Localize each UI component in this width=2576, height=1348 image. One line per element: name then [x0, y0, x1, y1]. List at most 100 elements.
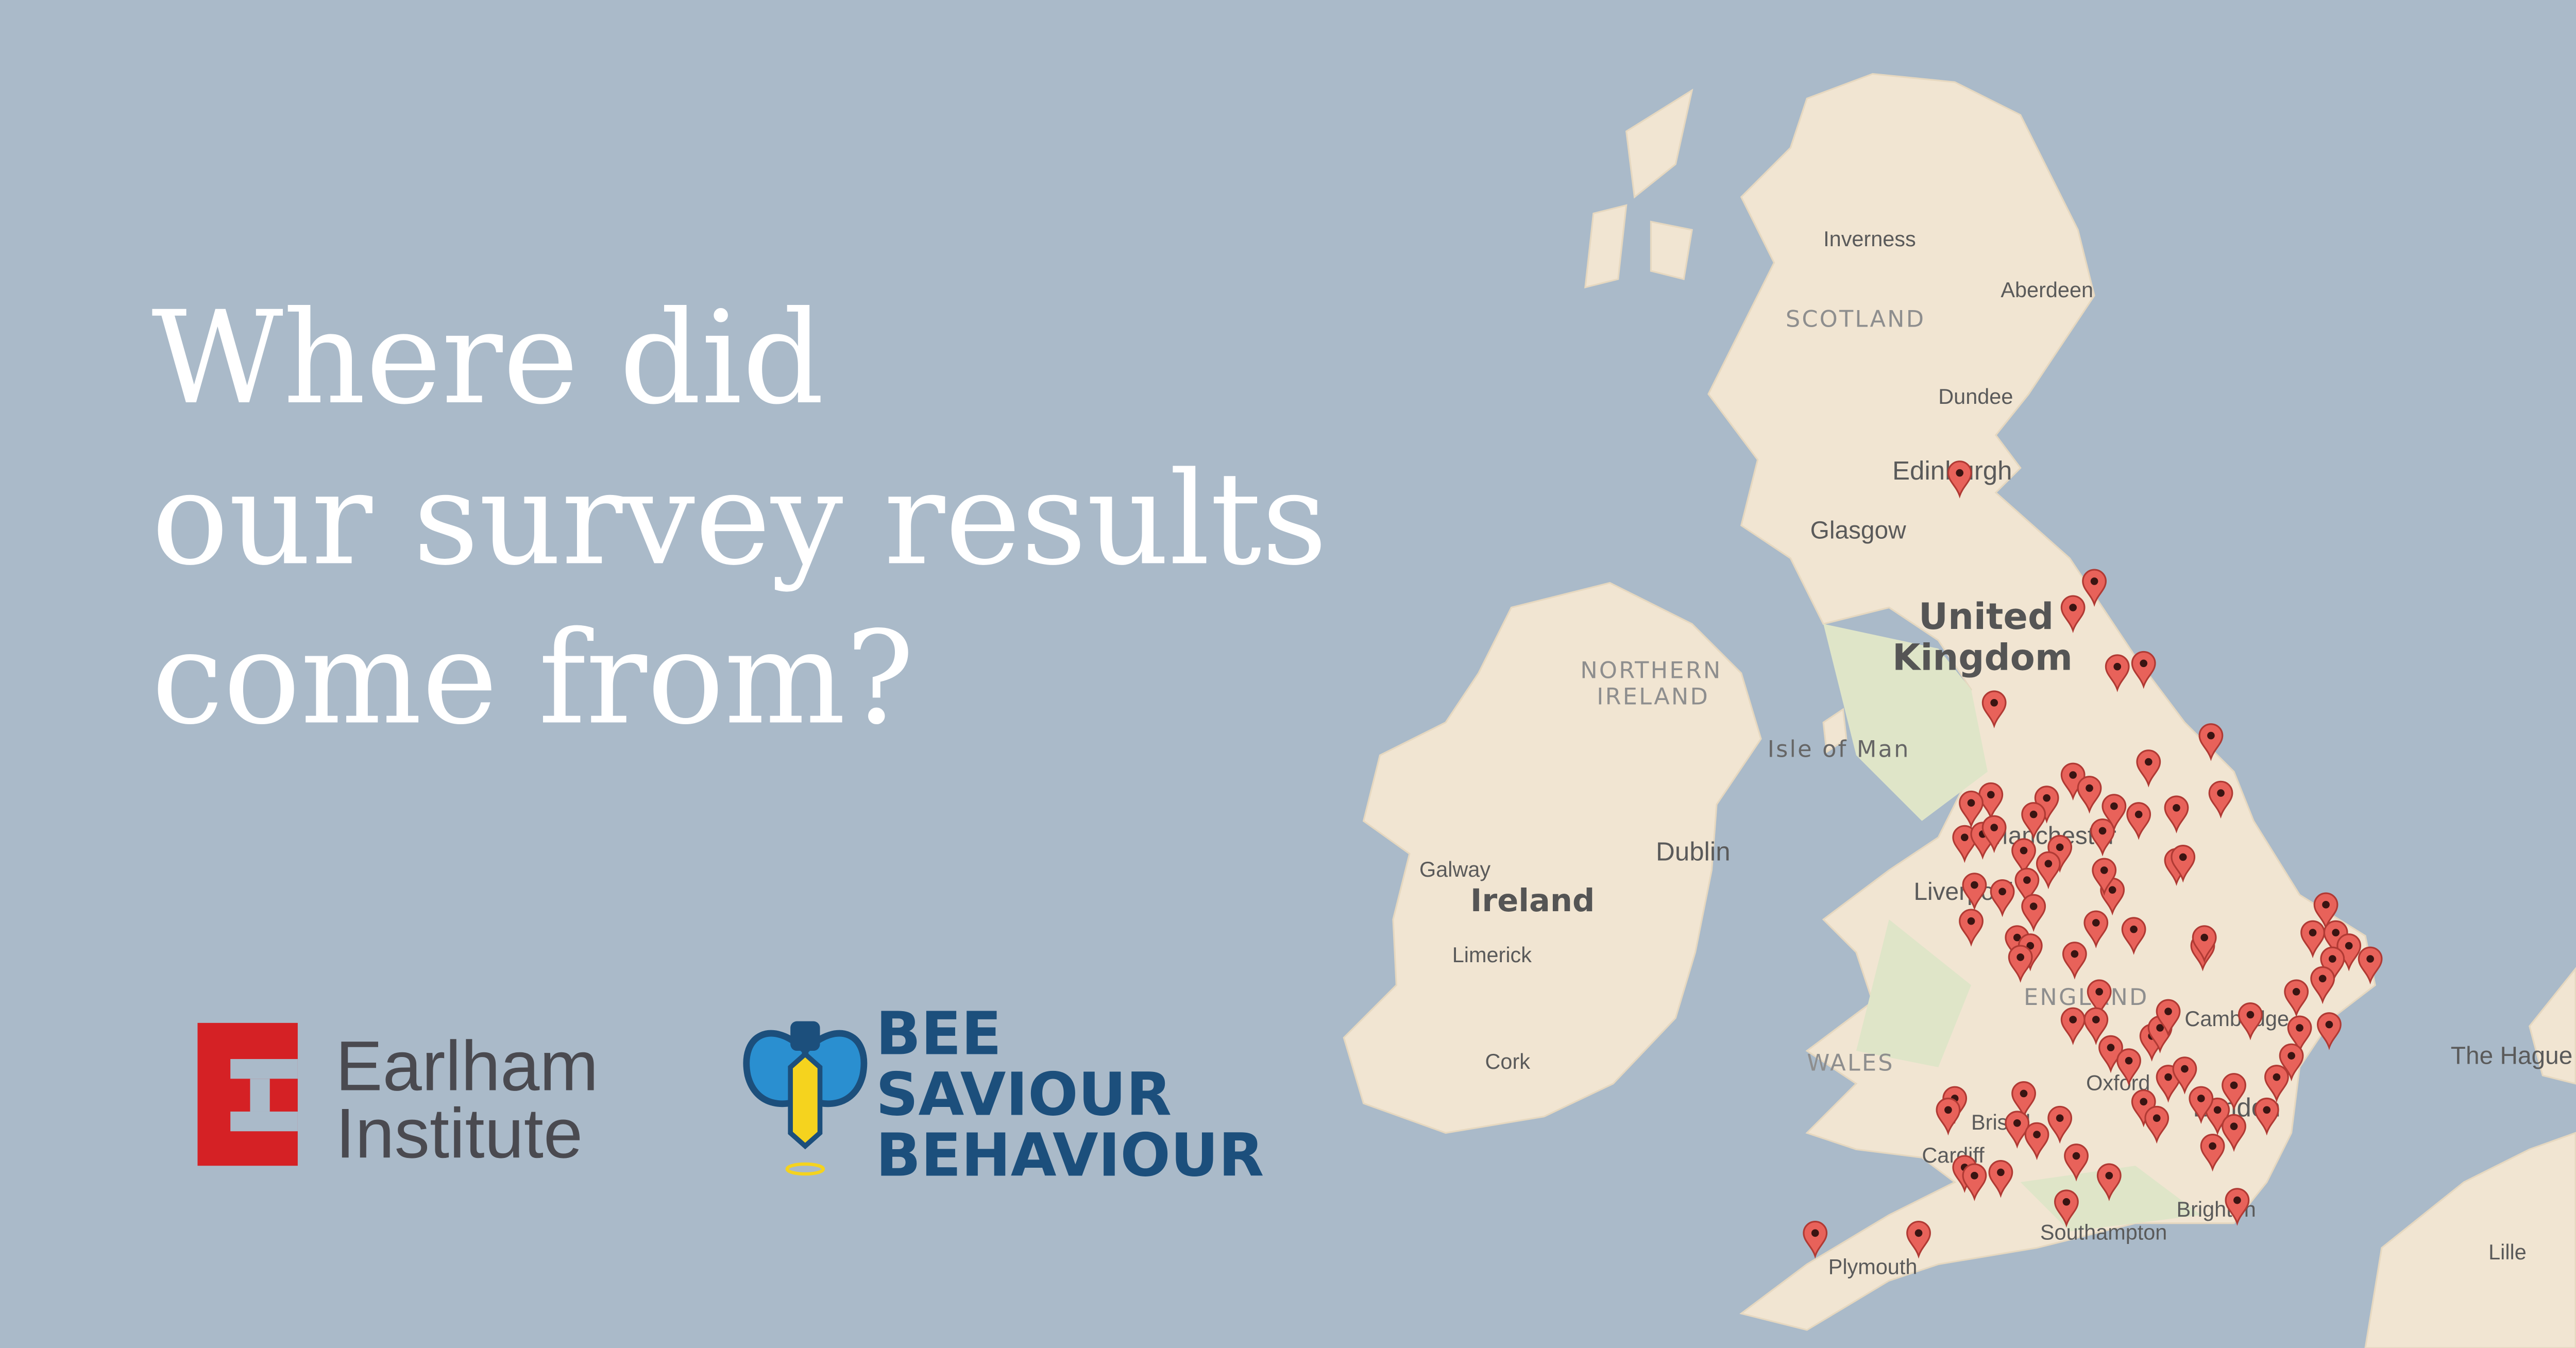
pin-body [2358, 946, 2383, 985]
pin [1988, 1160, 2013, 1198]
halo [785, 1162, 825, 1176]
pin [2358, 946, 2383, 985]
pin [2060, 595, 2086, 634]
pin-dot [2113, 662, 2122, 671]
pin-body [2144, 1105, 2170, 1144]
pin-dot [1998, 888, 2006, 896]
pin-dot [2273, 1073, 2281, 1081]
pin [2300, 920, 2325, 959]
country-label: Kingdom [1892, 637, 2073, 679]
pin [1959, 909, 1984, 947]
pin-body [2313, 892, 2338, 931]
pin-dot [2209, 1142, 2216, 1150]
logo-cut [250, 1079, 270, 1112]
logo-text: SAVIOUR [876, 1060, 1172, 1129]
pin-body [2116, 1048, 2141, 1086]
city-label: Aberdeen [2001, 278, 2093, 302]
region-label: ENGLAND [2024, 984, 2149, 1011]
pin-dot [2207, 731, 2215, 740]
pin [2136, 749, 2161, 788]
logo-mark [197, 1022, 298, 1166]
pin-body [2310, 966, 2335, 1004]
pin-body [2011, 838, 2036, 876]
pin [2077, 776, 2102, 814]
pin-dot [1990, 698, 1998, 707]
pin-body [2287, 1015, 2312, 1054]
pin-body [2200, 1134, 2225, 1172]
pin [2279, 1043, 2304, 1082]
pin-body [2047, 1105, 2073, 1144]
pin-dot [2213, 1106, 2222, 1114]
map-labels: Inverness Aberdeen SCOTLAND Dundee Edinb… [1419, 227, 2572, 1278]
pin-dot [2134, 810, 2143, 818]
city-label: Galway [1419, 857, 1490, 881]
pin-body [2096, 1163, 2122, 1201]
pin-dot [2156, 1024, 2164, 1032]
logo-cut [230, 1111, 298, 1132]
pin-dot [2130, 925, 2138, 933]
bee-head [790, 1021, 820, 1051]
continent [2364, 966, 2576, 1348]
city-label: Inverness [1823, 227, 1916, 251]
pin-body [1990, 879, 2015, 917]
pin-dot [2328, 955, 2336, 963]
pin-body [2279, 1043, 2304, 1082]
pin [1962, 873, 1987, 911]
countryside [1823, 624, 2201, 1232]
pin-dot [2332, 929, 2340, 936]
pin [2014, 867, 2040, 906]
pin-dot [2179, 853, 2187, 861]
pin-dot [2092, 919, 2100, 927]
logo-text: BEE [876, 999, 1002, 1068]
region-label: NORTHERN [1580, 657, 1722, 684]
pin-dot [2325, 1020, 2333, 1029]
pin [2313, 892, 2338, 931]
pin [1959, 790, 1984, 829]
pin-body [1959, 909, 1984, 947]
ireland [1343, 582, 1762, 1134]
pin-body [2284, 979, 2309, 1017]
pin [2189, 1086, 2214, 1124]
pin-dot [2233, 1196, 2241, 1204]
pin-dot [2144, 758, 2153, 766]
pin [2131, 651, 2156, 689]
pin-dot [2043, 794, 2050, 802]
pin-dot [2217, 789, 2225, 797]
pin-body [2092, 858, 2117, 896]
pin-body [2300, 920, 2325, 959]
city-label: Southampton [2040, 1220, 2167, 1244]
pin-dot [2140, 1098, 2148, 1106]
pin-dot [2181, 1065, 2189, 1073]
earlham-logo: Earlham Institute [197, 1022, 599, 1173]
survey-pins [1803, 460, 2383, 1259]
region-label: IRELAND [1597, 683, 1709, 710]
pin [2116, 1048, 2141, 1086]
pin-dot [2098, 827, 2107, 835]
pin [1906, 1220, 1931, 1259]
pin-dot [1960, 833, 1969, 841]
pin [2083, 910, 2109, 949]
pin-body [2024, 1122, 2049, 1161]
pin-dot [2033, 1131, 2041, 1138]
pin [2164, 795, 2189, 833]
pin-dot [2322, 901, 2330, 909]
pin [2090, 818, 2115, 857]
pin [2036, 851, 2061, 890]
pin [2092, 858, 2117, 896]
pin-dot [1971, 881, 1978, 889]
pin-body [2083, 1007, 2109, 1046]
pin-dot [2287, 1052, 2295, 1060]
pin [1981, 815, 2007, 854]
pin [2121, 917, 2146, 955]
city-label: Dublin [1656, 837, 1731, 866]
pin [2171, 845, 2196, 883]
city-label: The Hague [2451, 1043, 2573, 1070]
logo-text: BEHAVIOUR [876, 1121, 1264, 1190]
pin [2254, 1097, 2279, 1136]
pin [2320, 946, 2345, 985]
pin-dot [2105, 1171, 2113, 1180]
pin-dot [2071, 950, 2079, 958]
pin-dot [2230, 1081, 2238, 1089]
pin-dot [1944, 1106, 1952, 1114]
city-label: Cambridge [2184, 1006, 2289, 1031]
